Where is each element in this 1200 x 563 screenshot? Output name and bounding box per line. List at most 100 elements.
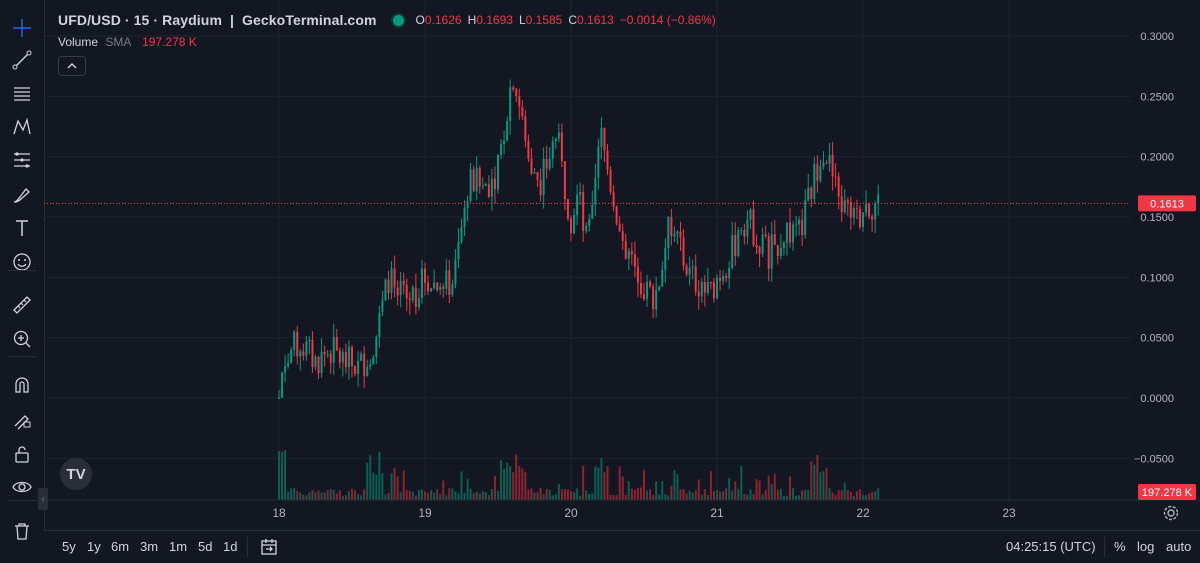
candle-body (533, 172, 536, 174)
volume-bar (737, 489, 740, 500)
candle-body (451, 284, 454, 295)
candle-body (603, 128, 606, 151)
fib-tool[interactable] (6, 146, 38, 174)
range-1y[interactable]: 1y (87, 539, 101, 554)
last-price-label: 0.1613 (1150, 198, 1184, 210)
volume-bar (621, 476, 624, 500)
magnet-tool[interactable] (6, 371, 38, 399)
volume-bar (697, 479, 700, 500)
collapse-legend-button[interactable] (58, 56, 86, 76)
price-tick-label: 0.0500 (1140, 333, 1174, 345)
candle-body (773, 234, 776, 245)
candle-body (697, 291, 700, 297)
volume-bar (664, 494, 667, 500)
candle-body (834, 176, 837, 178)
zoom-in-icon (13, 330, 31, 348)
pattern-tool[interactable] (6, 113, 38, 141)
collapse-toolbar-button[interactable]: ‹ (38, 488, 48, 510)
ruler-tool[interactable] (6, 291, 38, 319)
symbol-title[interactable]: UFD/USD · 15 · Raydium (58, 12, 222, 28)
emoji-tool[interactable] (6, 248, 38, 276)
toolbar-separator (8, 500, 36, 501)
candle-body (828, 154, 831, 164)
zoom-in-tool[interactable] (6, 325, 38, 353)
candle-body (363, 353, 366, 376)
volume-bar (752, 493, 755, 500)
range-1m[interactable]: 1m (169, 539, 188, 554)
price-axis[interactable]: 0.3000 0.2500 0.2000 0.1500 0.1000 0.0500 0.00… (1130, 0, 1200, 530)
range-5d[interactable]: 5d (198, 539, 213, 554)
volume-bar (633, 489, 636, 500)
horizontal-lines-tool[interactable] (6, 80, 38, 108)
volume-value: 197.278 K (142, 35, 197, 49)
range-5y[interactable]: 5y (62, 539, 76, 554)
time-tick-label: 21 (710, 506, 724, 520)
percent-toggle[interactable]: % (1114, 539, 1126, 554)
volume-bar (685, 493, 688, 500)
volume-bar (679, 489, 682, 500)
open-value: 0.1626 (424, 13, 462, 27)
candle-body (658, 286, 661, 290)
candle-body (506, 121, 509, 141)
volume-bar (481, 491, 484, 500)
volume-bar (789, 476, 791, 500)
lock-drawing-icon (14, 415, 31, 430)
volume-bar (302, 494, 305, 500)
candle-body (807, 187, 810, 201)
range-1d[interactable]: 1d (223, 539, 238, 554)
candle-body (676, 231, 679, 234)
range-6m[interactable]: 6m (111, 539, 130, 554)
volume-bar (527, 489, 530, 500)
volume-bar (393, 467, 396, 500)
volume-bar (433, 492, 436, 500)
gear-icon[interactable] (1162, 504, 1180, 522)
text-tool[interactable] (6, 214, 38, 242)
log-toggle[interactable]: log (1137, 539, 1155, 554)
lock-drawing-tool[interactable] (6, 405, 38, 433)
candle-body (576, 194, 579, 216)
trend-line-tool[interactable] (6, 46, 38, 74)
volume-bar (542, 494, 545, 500)
candle-body (463, 208, 466, 228)
candle-body (323, 351, 326, 355)
candle-body (624, 240, 627, 259)
source-label: GeckoTerminal.com (242, 12, 377, 28)
volume-bar (709, 471, 712, 500)
price-tick-label: 0.2000 (1140, 152, 1174, 164)
candle-body (326, 353, 329, 355)
volume-bar (716, 489, 718, 500)
volume-bar (354, 490, 357, 500)
volume-title[interactable]: Volume (58, 35, 99, 49)
price-tick-label: 0.0000 (1140, 393, 1174, 405)
time-tick-label: 22 (856, 506, 870, 520)
candle-body (865, 204, 868, 213)
candle-body (801, 219, 804, 236)
unlock-tool[interactable] (6, 440, 38, 468)
volume-bar (673, 470, 676, 500)
candle-body (563, 161, 566, 200)
volume-bar (369, 455, 372, 500)
candle-body (417, 298, 420, 308)
calendar-goto-icon[interactable] (258, 536, 280, 558)
time-axis[interactable]: 18 19 20 21 22 23 (44, 499, 1200, 520)
chart-canvas[interactable]: 0.3000 0.2500 0.2000 0.1500 0.1000 0.0500 0.00… (44, 0, 1200, 530)
crosshair-tool[interactable] (6, 14, 38, 42)
brush-tool[interactable] (6, 181, 38, 209)
candle-body (308, 339, 311, 342)
volume-bar (700, 494, 703, 500)
trash-tool[interactable] (6, 517, 38, 545)
volume-bar (539, 487, 542, 500)
tradingview-logo[interactable]: TV (60, 458, 92, 490)
range-3m[interactable]: 3m (140, 539, 159, 554)
candle-body (457, 242, 460, 260)
eye-tool[interactable] (6, 473, 38, 501)
low-value: 0.1585 (525, 13, 563, 27)
volume-bar (609, 494, 612, 500)
candle-body (281, 372, 284, 398)
close-key: C (568, 13, 578, 27)
auto-toggle[interactable]: auto (1166, 539, 1192, 554)
volume-bar (770, 484, 773, 500)
volume-bar (782, 495, 785, 500)
candle-body (287, 362, 290, 367)
utc-clock[interactable]: 04:25:15 (UTC) (1006, 539, 1096, 554)
